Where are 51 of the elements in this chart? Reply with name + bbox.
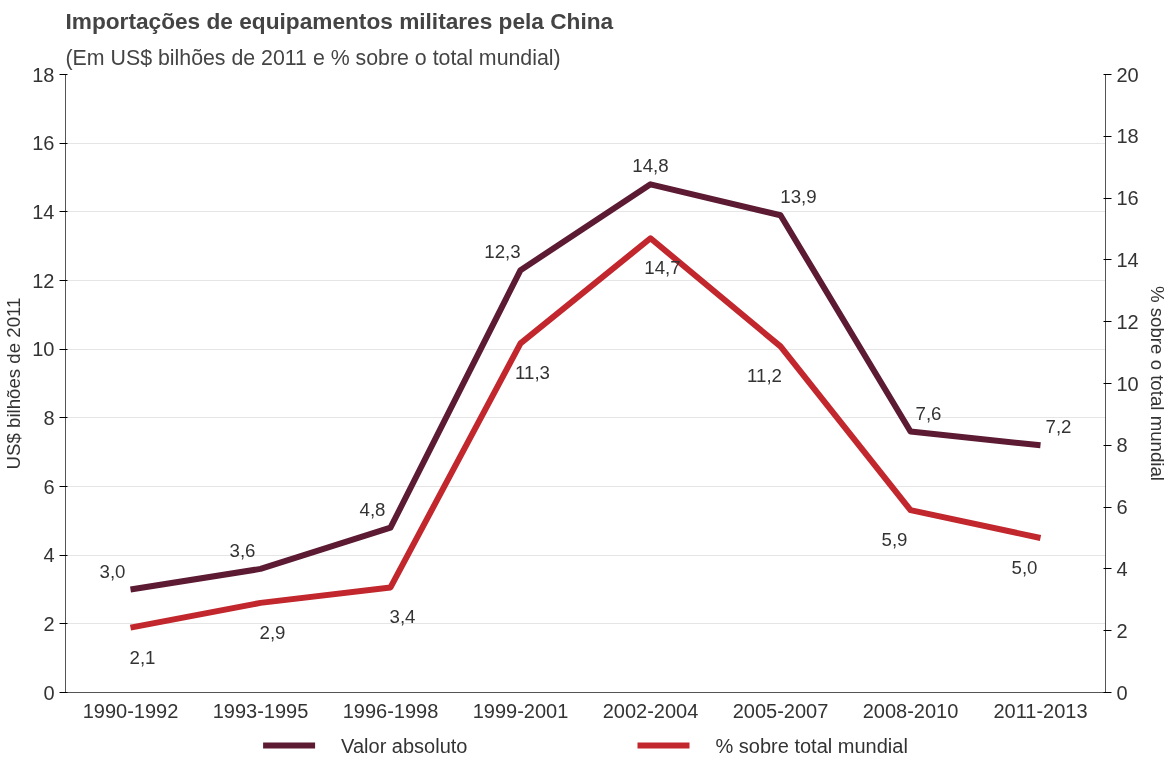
y2-tick-label: 2 xyxy=(1116,619,1128,642)
y2-tick-label: 6 xyxy=(1116,496,1128,519)
x-tick-label: 2005-2007 xyxy=(732,699,829,722)
y-tick-label: 0 xyxy=(43,681,55,704)
y-tick-label: 18 xyxy=(32,63,55,86)
legend-label: Valor absoluto xyxy=(341,734,468,757)
data-label: 5,0 xyxy=(1011,557,1038,578)
data-label: 2,9 xyxy=(259,621,286,643)
data-label: 11,3 xyxy=(515,362,550,384)
y2-tick-label: 4 xyxy=(1116,557,1128,580)
data-label: 13,9 xyxy=(780,186,817,208)
y2-tick-label: 8 xyxy=(1116,434,1128,457)
y2-tick-label: 12 xyxy=(1116,310,1139,333)
y-tick-label: 8 xyxy=(43,406,55,429)
y2-tick-label: 10 xyxy=(1116,372,1139,395)
x-tick-label: 1993-1995 xyxy=(212,699,309,722)
y-tick-label: 6 xyxy=(43,475,55,498)
data-label: 7,6 xyxy=(915,402,942,424)
data-label: 12,3 xyxy=(484,241,521,263)
y2-axis-title: % sobre o total mundial xyxy=(1146,286,1168,481)
y2-tick-label: 14 xyxy=(1116,248,1139,271)
x-tick-label: 2008-2010 xyxy=(862,699,959,722)
y2-tick-label: 20 xyxy=(1116,63,1139,86)
chart-title: Importações de equipamentos militares pela China xyxy=(65,7,614,34)
x-tick-label: 1990-1992 xyxy=(82,699,179,722)
chart-subtitle: (Em US$ bilhões de 2011 e % sobre o total mundial) xyxy=(65,45,561,70)
data-label: 3,0 xyxy=(99,560,126,582)
y-tick-label: 10 xyxy=(32,338,55,361)
data-label: 7,2 xyxy=(1045,416,1072,438)
data-label: 3,4 xyxy=(389,606,416,628)
data-label: 3,6 xyxy=(229,539,256,561)
legend-label: % sobre total mundial xyxy=(715,734,908,757)
data-label: 14,8 xyxy=(632,155,669,177)
y-tick-label: 2 xyxy=(43,612,55,635)
x-tick-label: 1996-1998 xyxy=(342,699,439,722)
data-label: 14,7 xyxy=(644,257,681,279)
y-tick-label: 12 xyxy=(32,269,55,292)
y2-tick-label: 18 xyxy=(1116,125,1139,148)
data-label: 4,8 xyxy=(359,498,386,520)
data-label: 2,1 xyxy=(129,646,156,668)
x-tick-label: 2002-2004 xyxy=(602,699,699,722)
data-label: 11,2 xyxy=(747,365,782,387)
x-tick-label: 1999-2001 xyxy=(472,699,569,722)
x-tick-label: 2011-2013 xyxy=(993,699,1088,722)
y-axis-title: US$ bilhões de 2011 xyxy=(3,297,25,470)
y2-tick-label: 16 xyxy=(1116,187,1139,210)
data-label: 5,9 xyxy=(881,529,908,551)
y2-tick-label: 0 xyxy=(1116,681,1128,704)
y-tick-label: 16 xyxy=(32,132,55,155)
y-tick-label: 14 xyxy=(32,200,55,223)
y-tick-label: 4 xyxy=(43,544,55,567)
